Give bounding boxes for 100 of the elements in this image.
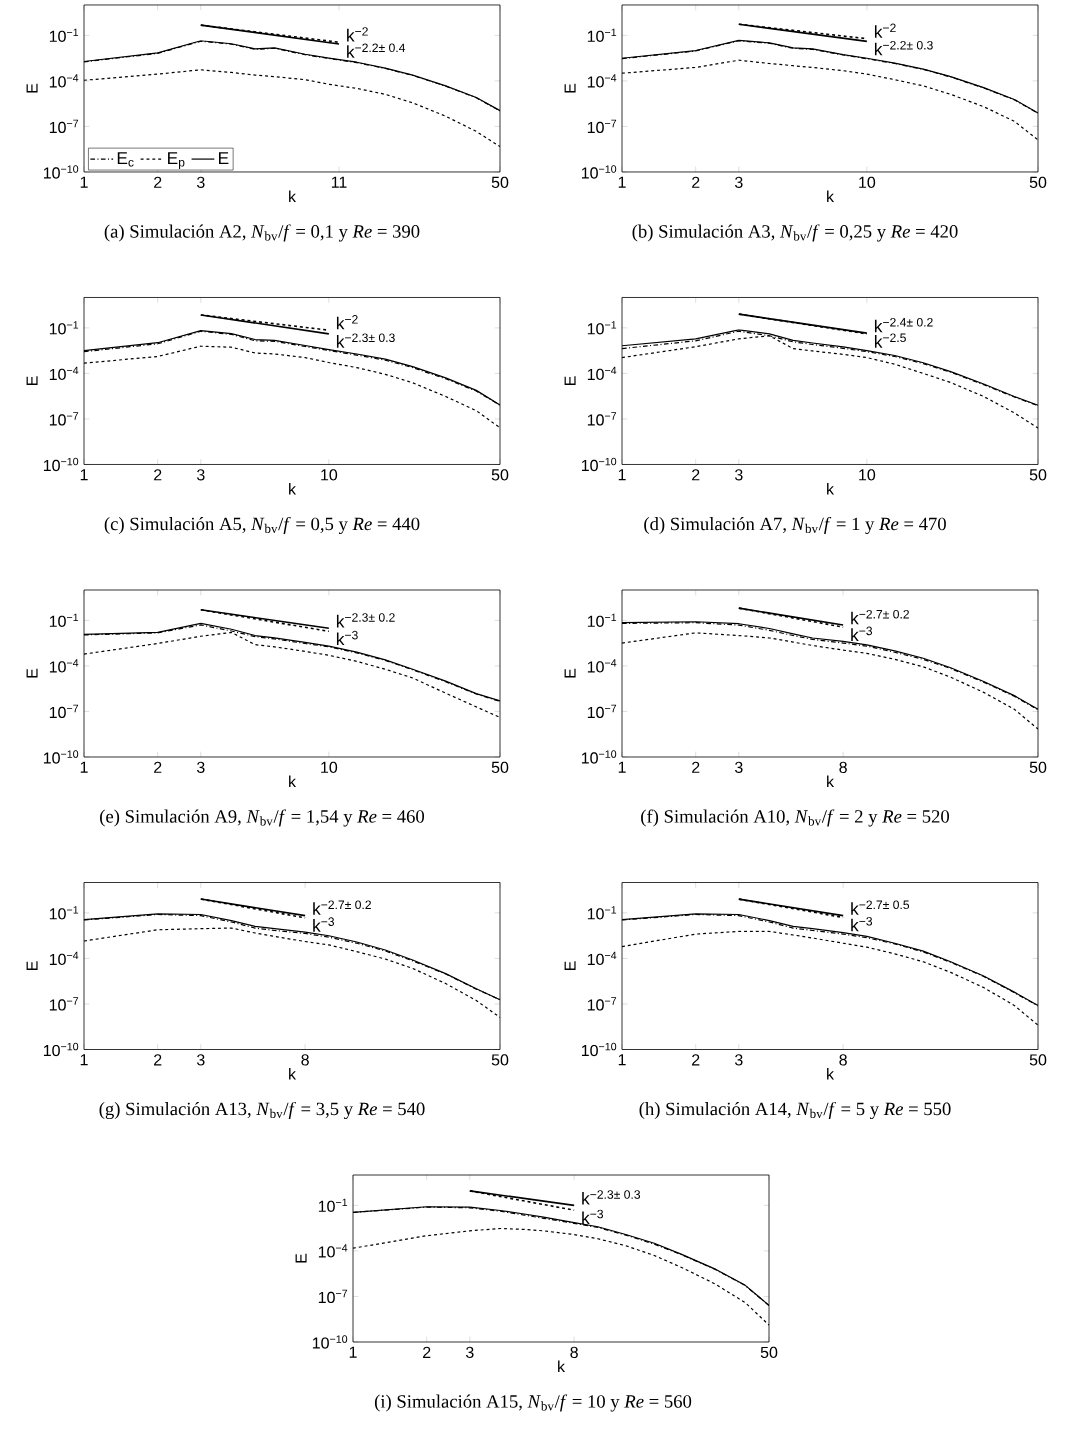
x-tick-label: 1 bbox=[618, 469, 626, 481]
y-tick-label: 10$^{−1}$ bbox=[49, 28, 79, 42]
y-tick-label: 10$^{−7}$ bbox=[49, 119, 79, 134]
y-tick-label: 10$^{−7}$ bbox=[49, 704, 79, 719]
y-tick-label: 10$^{−10}$ bbox=[43, 457, 79, 472]
x-tick-label: 3 bbox=[196, 469, 205, 481]
y-tick-label: 10$^{−7}$ bbox=[587, 412, 617, 426]
x-tick-label: 2 bbox=[692, 176, 700, 188]
x-tick-label: 1 bbox=[618, 761, 626, 773]
x-tick-label: 1 bbox=[80, 1054, 88, 1066]
text: (f) Simulación A10, N$_{bv}$/f = 2 y Re = 520 bbox=[641, 809, 950, 827]
x-tick-label: 50 bbox=[491, 469, 509, 481]
x-axis-title: k bbox=[289, 775, 297, 788]
y-tick-label: 10$^{−1}$ bbox=[587, 906, 617, 920]
y-tick-label: 10$^{−10}$ bbox=[43, 1042, 79, 1057]
series-label: k$^{−2.7± 0.2}$ bbox=[313, 900, 371, 915]
series-label: k$^{−3}$ bbox=[851, 916, 873, 932]
y-tick-label: 10$^{−4}$ bbox=[318, 1244, 348, 1258]
x-tick-label: 1 bbox=[80, 176, 88, 188]
y-tick-label: 10$^{−1}$ bbox=[587, 321, 617, 335]
x-tick-label: 2 bbox=[154, 1054, 162, 1066]
x-tick-label: 50 bbox=[1029, 176, 1047, 189]
x-tick-label: 8 bbox=[570, 1346, 578, 1359]
text: (e) Simulación A9, N$_{bv}$/f = 1,54 y Re = 460 bbox=[100, 809, 425, 827]
y-axis-title: E bbox=[564, 961, 576, 971]
x-tick-label: 50 bbox=[760, 1346, 778, 1359]
x-tick-label: 3 bbox=[734, 1054, 743, 1066]
x-tick-label: 10 bbox=[321, 469, 338, 481]
text: (i) Simulación A15, N$_{bv}$/f = 10 y Re = 560 bbox=[374, 1394, 692, 1412]
y-tick-label: 10$^{−7}$ bbox=[587, 704, 617, 719]
series-label: k$^{−3}$ bbox=[313, 917, 335, 932]
text: (h) Simulación A14, N$_{bv}$/f = 5 y Re = 550 bbox=[639, 1101, 951, 1120]
y-tick-label: 10$^{−7}$ bbox=[49, 997, 79, 1011]
y-tick-label: 10$^{−10}$ bbox=[581, 750, 617, 764]
x-tick-label: 11 bbox=[331, 176, 347, 188]
y-axis-title: E bbox=[564, 668, 576, 678]
x-tick-label: 2 bbox=[154, 469, 162, 481]
y-axis-title: E bbox=[26, 668, 38, 678]
series-label: k$^{−2.3± 0.3}$ bbox=[336, 333, 395, 348]
x-tick-label: 50 bbox=[491, 1054, 509, 1066]
x-tick-label: 10 bbox=[321, 761, 338, 774]
y-axis-title: E bbox=[26, 961, 38, 971]
text: (b) Simulación A3, N$_{bv}$/f = 0,25 y Re = 420 bbox=[632, 224, 958, 242]
series-label: k$^{−2.4± 0.2}$ bbox=[874, 317, 933, 333]
x-tick-label: 3 bbox=[196, 1054, 205, 1066]
x-tick-label: 1 bbox=[80, 761, 88, 773]
x-tick-label: 2 bbox=[423, 1346, 431, 1358]
series-label: k$^{−2.5}$ bbox=[874, 333, 906, 348]
y-tick-label: 10$^{−1}$ bbox=[587, 613, 617, 627]
x-tick-label: 1 bbox=[618, 176, 626, 188]
y-tick-label: 10$^{−4}$ bbox=[587, 659, 617, 673]
y-tick-label: 10$^{−4}$ bbox=[49, 951, 79, 966]
x-tick-label: 10 bbox=[859, 469, 876, 481]
x-tick-label: 2 bbox=[692, 761, 700, 773]
y-tick-label: 10$^{−1}$ bbox=[49, 321, 79, 335]
legend-label: E$_{p}$ bbox=[168, 152, 185, 169]
y-axis-title: E bbox=[26, 83, 38, 93]
y-axis-title: E bbox=[564, 83, 576, 93]
y-tick-label: 10$^{−1}$ bbox=[587, 28, 617, 42]
x-tick-label: 3 bbox=[196, 761, 205, 774]
series-label: k$^{−3}$ bbox=[582, 1209, 604, 1225]
x-axis-title: k bbox=[827, 190, 835, 203]
x-tick-label: 3 bbox=[734, 176, 743, 189]
y-tick-label: 10$^{−10}$ bbox=[312, 1335, 348, 1349]
series-label: k$^{−2.7± 0.2}$ bbox=[851, 609, 909, 625]
x-tick-label: 8 bbox=[301, 1054, 309, 1066]
y-axis-title: E bbox=[26, 376, 38, 385]
y-tick-label: 10$^{−4}$ bbox=[587, 74, 617, 88]
legend-label: E bbox=[219, 152, 229, 165]
x-axis-title: k bbox=[289, 190, 297, 203]
x-axis-title: k bbox=[827, 775, 835, 788]
y-tick-label: 10$^{−4}$ bbox=[49, 74, 79, 88]
x-axis-title: k bbox=[827, 483, 835, 495]
series-label: k$^{−2.3± 0.3}$ bbox=[582, 1190, 641, 1205]
x-tick-label: 10 bbox=[859, 176, 876, 189]
y-tick-label: 10$^{−4}$ bbox=[49, 366, 79, 381]
series-label: k$^{−2.3± 0.2}$ bbox=[336, 613, 395, 628]
x-tick-label: 3 bbox=[465, 1346, 474, 1359]
y-tick-label: 10$^{−7}$ bbox=[49, 412, 79, 426]
y-tick-label: 10$^{−1}$ bbox=[49, 906, 79, 920]
y-tick-label: 10$^{−7}$ bbox=[587, 119, 617, 134]
x-tick-label: 1 bbox=[80, 469, 88, 481]
x-tick-label: 50 bbox=[1029, 761, 1047, 774]
x-tick-label: 8 bbox=[839, 761, 847, 774]
series-label: k$^{−2.2± 0.4}$ bbox=[347, 43, 406, 58]
text: (g) Simulación A13, N$_{bv}$/f = 3,5 y Re = 540 bbox=[99, 1101, 425, 1120]
y-axis-title: E bbox=[295, 1253, 307, 1263]
y-tick-label: 10$^{−1}$ bbox=[49, 613, 79, 627]
y-tick-label: 10$^{−10}$ bbox=[43, 750, 79, 764]
x-tick-label: 3 bbox=[196, 176, 205, 189]
x-tick-label: 50 bbox=[1029, 469, 1047, 481]
y-tick-label: 10$^{−7}$ bbox=[318, 1289, 348, 1304]
series-label: k$^{−2}$ bbox=[336, 315, 358, 330]
x-tick-label: 2 bbox=[692, 469, 700, 481]
x-tick-label: 1 bbox=[349, 1346, 357, 1358]
y-tick-label: 10$^{−10}$ bbox=[43, 165, 79, 179]
series-label: k$^{−2}$ bbox=[874, 23, 896, 38]
legend-label: E$_{c}$ bbox=[117, 152, 134, 167]
text: (d) Simulación A7, N$_{bv}$/f = 1 y Re = 470 bbox=[644, 516, 946, 535]
y-tick-label: 10$^{−1}$ bbox=[318, 1198, 348, 1212]
